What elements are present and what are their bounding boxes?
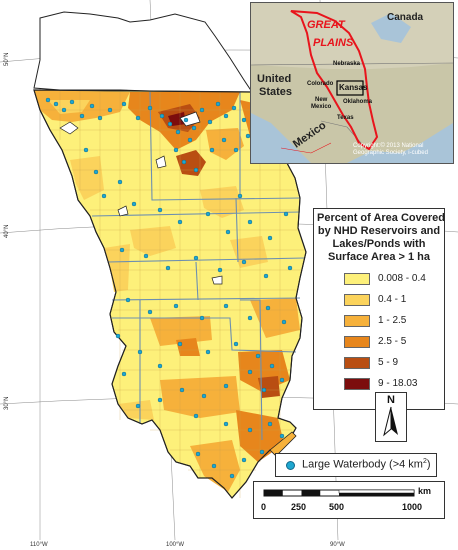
legend-item: 2.5 - 5 bbox=[344, 336, 439, 349]
lon-label-110: 110°W bbox=[30, 542, 48, 548]
inset-locator-map: Canada GREAT PLAINS United States Nebras… bbox=[250, 2, 454, 164]
north-label: N bbox=[387, 394, 395, 406]
inset-label-canada: Canada bbox=[387, 12, 424, 23]
waterbody-label-text: Large Waterbody (>4 km bbox=[302, 458, 423, 471]
legend-swatch bbox=[344, 294, 370, 306]
state-boundaries bbox=[91, 91, 305, 441]
legend-swatch bbox=[344, 273, 370, 285]
legend-swatch bbox=[344, 315, 370, 327]
waterbody-marker-icon bbox=[286, 461, 295, 470]
lat-label-50: 50°N bbox=[4, 52, 10, 66]
legend-item: 0.4 - 1 bbox=[344, 294, 439, 307]
legend-label: 0.008 - 0.4 bbox=[378, 273, 426, 284]
inset-label-plains: PLAINS bbox=[313, 37, 354, 49]
legend-item: 0.008 - 0.4 bbox=[344, 273, 439, 286]
north-arrow-icon bbox=[383, 406, 398, 437]
scale-tick-0: 0 bbox=[261, 502, 267, 512]
inset-label-colorado: Colorado bbox=[307, 81, 334, 87]
scale-tick-1000: 1000 bbox=[402, 502, 423, 512]
legend-label: 1 - 2.5 bbox=[378, 315, 407, 326]
legend-swatch bbox=[344, 336, 370, 348]
canada-region bbox=[33, 11, 253, 93]
scale-bar-graphic bbox=[263, 489, 415, 497]
legend-label: 9 - 18.03 bbox=[378, 378, 418, 389]
inset-label-newmexico-2: Mexico bbox=[311, 104, 332, 110]
waterbody-legend-label: Large Waterbody (>4 km2) bbox=[302, 458, 431, 471]
legend-item: 9 - 18.03 bbox=[344, 378, 439, 391]
inset-label-texas: Texas bbox=[337, 115, 354, 121]
legend-swatch bbox=[344, 378, 370, 390]
legend-item: 5 - 9 bbox=[344, 357, 439, 370]
region-outline bbox=[33, 89, 307, 499]
inset-label-oklahoma: Oklahoma bbox=[343, 99, 373, 105]
inset-basemap bbox=[251, 3, 453, 163]
large-lakes bbox=[59, 111, 223, 285]
inset-copyright-1: Copyright:© 2013 National bbox=[353, 143, 424, 149]
coast-island bbox=[269, 431, 297, 457]
legend-label: 0.4 - 1 bbox=[378, 294, 407, 305]
lat-label-40: 40°N bbox=[4, 224, 10, 238]
waterbody-legend: Large Waterbody (>4 km2) bbox=[275, 453, 437, 477]
inset-label-great: GREAT bbox=[307, 19, 345, 31]
legend-item: 1 - 2.5 bbox=[344, 315, 439, 328]
scale-unit: km bbox=[418, 486, 432, 496]
inset-label-us1: United bbox=[257, 73, 292, 85]
legend-label: 5 - 9 bbox=[378, 357, 399, 368]
legend-label: 2.5 - 5 bbox=[378, 336, 407, 347]
scale-bar: km 0 250 500 1000 bbox=[253, 481, 445, 519]
legend-title-line-2: by NHD Reservoirs and bbox=[317, 225, 441, 237]
scale-tick-500: 500 bbox=[329, 502, 345, 512]
lon-label-100: 100°W bbox=[166, 542, 185, 548]
north-arrow: N bbox=[375, 392, 407, 442]
legend-title-line-1: Percent of Area Covered bbox=[317, 212, 445, 224]
lon-label-90: 90°W bbox=[330, 542, 345, 548]
inset-label-nebraska: Nebraska bbox=[333, 61, 361, 67]
inset-label-us2: States bbox=[259, 86, 293, 98]
waterbody-label-end: ) bbox=[426, 458, 431, 471]
lat-label-30: 30°N bbox=[4, 396, 10, 410]
scale-tick-250: 250 bbox=[291, 502, 307, 512]
legend-box: Percent of Area Covered by NHD Reservoir… bbox=[313, 208, 445, 410]
large-waterbody-points bbox=[45, 97, 293, 479]
inset-copyright-2: Geographic Society, i-cubed bbox=[353, 150, 428, 156]
inset-label-kansas: Kansas bbox=[339, 83, 368, 92]
legend-title-line-3: Lakes/Ponds with bbox=[332, 238, 426, 250]
inset-label-newmexico-1: New bbox=[315, 97, 328, 103]
legend-swatch bbox=[344, 357, 370, 369]
waterbody-label-sup: 2 bbox=[422, 458, 427, 465]
legend-title-line-4: Surface Area > 1 ha bbox=[327, 251, 430, 263]
legend-title: Percent of Area Covered by NHD Reservoir… bbox=[314, 209, 445, 264]
